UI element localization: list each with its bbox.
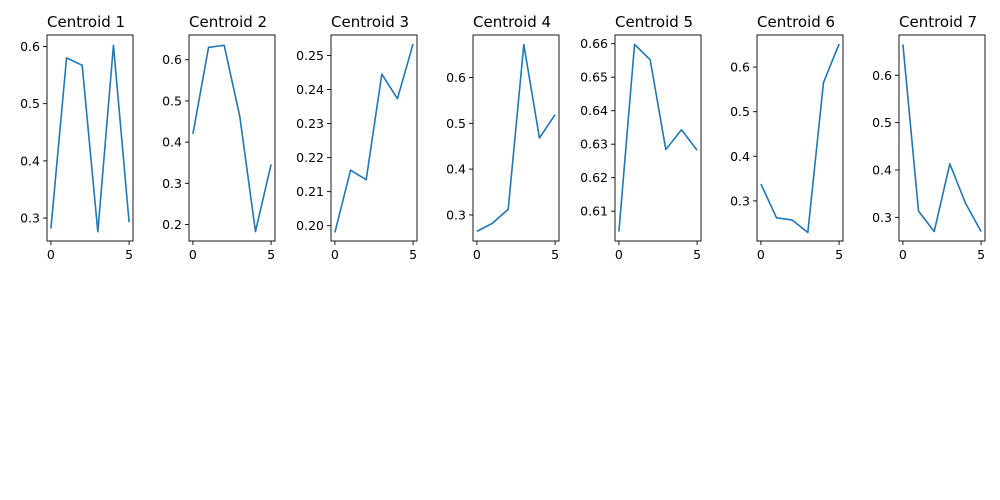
- panel-title: Centroid 5: [615, 13, 693, 31]
- x-tick-label: 5: [551, 247, 559, 262]
- y-tick-label: 0.6: [162, 52, 182, 67]
- y-tick-label: 0.4: [730, 149, 750, 164]
- series-line: [760, 43, 840, 234]
- x-tick-label: 0: [615, 247, 623, 262]
- y-tick-label: 0.62: [580, 170, 608, 185]
- series-line: [50, 44, 130, 233]
- y-tick-label: 0.6: [20, 39, 40, 54]
- y-tick-label: 0.4: [162, 135, 182, 150]
- y-tick-label: 0.25: [296, 48, 324, 63]
- y-tick-label: 0.3: [730, 193, 750, 208]
- x-tick-label: 0: [47, 247, 55, 262]
- y-tick-label: 0.3: [162, 176, 182, 191]
- x-tick-label: 0: [331, 247, 339, 262]
- y-tick-label: 0.3: [872, 210, 892, 225]
- series-line: [902, 44, 982, 233]
- panel-title: Centroid 1: [47, 13, 125, 31]
- y-tick-label: 0.5: [20, 96, 40, 111]
- y-tick-label: 0.66: [580, 36, 608, 51]
- panel-centroid-2: Centroid 2 0.2 0.3 0.4 0.5 0.6 0 5: [162, 13, 276, 262]
- y-tick-label: 0.2: [162, 217, 182, 232]
- panel-title: Centroid 2: [189, 13, 267, 31]
- x-tick-label: 5: [835, 247, 843, 262]
- series-line: [192, 44, 272, 233]
- x-tick-label: 5: [409, 247, 417, 262]
- panel-centroid-6: Centroid 6 0.3 0.4 0.5 0.6 0 5: [730, 13, 844, 262]
- y-tick-label: 0.5: [162, 93, 182, 108]
- y-tick-label: 0.64: [580, 103, 608, 118]
- y-tick-label: 0.65: [580, 70, 608, 85]
- x-tick-label: 0: [899, 247, 907, 262]
- y-tick-label: 0.6: [730, 60, 750, 75]
- y-tick-label: 0.63: [580, 137, 608, 152]
- y-tick-label: 0.6: [872, 68, 892, 83]
- panel-centroid-7: Centroid 7 0.3 0.4 0.5 0.6 0 5: [872, 13, 986, 262]
- x-tick-label: 5: [977, 247, 985, 262]
- axes-frame: [898, 34, 986, 242]
- y-tick-label: 0.4: [20, 153, 40, 168]
- panel-centroid-3: Centroid 3 0.20 0.21 0.22 0.23 0.24 0.25 0 5: [296, 13, 418, 262]
- y-tick-label: 0.21: [296, 184, 324, 199]
- axes-frame: [330, 34, 418, 242]
- series-line: [334, 43, 414, 233]
- y-tick-label: 0.23: [296, 116, 324, 131]
- x-tick-label: 0: [757, 247, 765, 262]
- y-tick-label: 0.3: [446, 207, 466, 222]
- panel-centroid-4: Centroid 4 0.3 0.4 0.5 0.6 0 5: [446, 13, 560, 262]
- x-tick-label: 5: [267, 247, 275, 262]
- y-tick-label: 0.3: [20, 211, 40, 226]
- series-line: [476, 43, 556, 233]
- panel-centroid-5: Centroid 5 0.61 0.62 0.63 0.64 0.65 0.66 0 5: [580, 13, 702, 262]
- panel-centroid-1: Centroid 1 0.3 0.4 0.5 0.6 0 5: [20, 13, 134, 262]
- y-tick-label: 0.5: [446, 116, 466, 131]
- axes-frame: [188, 34, 276, 242]
- axes-frame: [756, 34, 844, 242]
- y-tick-label: 0.61: [580, 204, 608, 219]
- axes-frame: [46, 34, 134, 242]
- y-tick-label: 0.22: [296, 150, 324, 165]
- y-tick-label: 0.24: [296, 82, 324, 97]
- panel-title: Centroid 7: [899, 13, 977, 31]
- y-tick-label: 0.4: [872, 162, 892, 177]
- x-tick-label: 5: [125, 247, 133, 262]
- x-tick-label: 5: [693, 247, 701, 262]
- y-tick-label: 0.6: [446, 70, 466, 85]
- y-tick-label: 0.4: [446, 162, 466, 177]
- x-tick-label: 0: [473, 247, 481, 262]
- x-tick-label: 0: [189, 247, 197, 262]
- y-tick-label: 0.20: [296, 218, 324, 233]
- axes-frame: [472, 34, 560, 242]
- panel-title: Centroid 4: [473, 13, 551, 31]
- y-tick-label: 0.5: [730, 104, 750, 119]
- axes-frame: [614, 34, 702, 242]
- y-tick-label: 0.5: [872, 115, 892, 130]
- panel-title: Centroid 3: [331, 13, 409, 31]
- panel-title: Centroid 6: [757, 13, 835, 31]
- series-line: [618, 43, 698, 232]
